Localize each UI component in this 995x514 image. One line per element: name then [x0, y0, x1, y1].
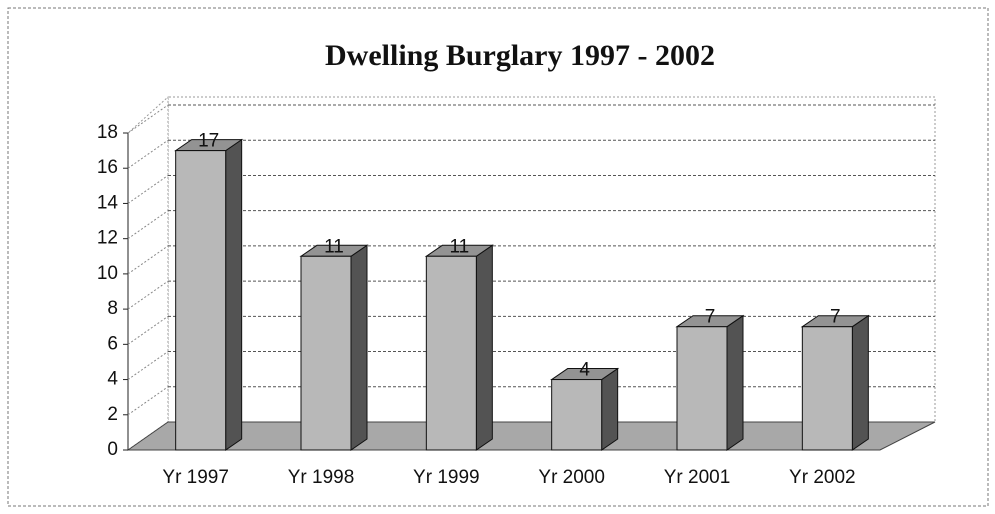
x-tick-label: Yr 2000 [538, 467, 605, 488]
bar-side [726, 314, 744, 451]
bar [551, 379, 603, 451]
bar-side [851, 314, 869, 451]
y-tick-label: 6 [107, 333, 118, 354]
side-wall [127, 95, 169, 451]
data-label: 7 [830, 307, 841, 328]
y-tick-label: 16 [97, 157, 118, 178]
bar [175, 150, 227, 451]
x-tick-label: Yr 1998 [288, 467, 355, 488]
bar [676, 326, 728, 451]
data-label: 11 [449, 236, 469, 257]
grid-line [127, 139, 169, 169]
data-label: 11 [324, 236, 344, 257]
grid-line [127, 210, 169, 240]
grid-line [127, 315, 169, 345]
bar [425, 255, 477, 451]
y-tick-label: 14 [97, 192, 119, 213]
grid-line [127, 245, 169, 275]
y-tick-label: 0 [107, 439, 118, 460]
bar-side [601, 367, 619, 451]
chart-title: Dwelling Burglary 1997 - 2002 [325, 39, 715, 72]
bar-side [225, 138, 243, 451]
bar-side [475, 244, 493, 451]
y-tick-label: 10 [97, 263, 118, 284]
bar [801, 326, 853, 451]
y-tick-label: 12 [97, 228, 118, 249]
data-label: 4 [579, 360, 590, 381]
x-tick-label: Yr 1997 [162, 467, 229, 488]
x-tick-label: Yr 2001 [664, 467, 731, 488]
chart-frame [7, 7, 989, 507]
grid-line [127, 104, 169, 134]
y-tick-label: 4 [107, 369, 118, 390]
y-tick-label: 18 [97, 122, 118, 143]
data-label: 17 [198, 131, 219, 152]
bar [300, 255, 352, 451]
data-label: 7 [705, 307, 716, 328]
grid-line [127, 280, 169, 310]
grid-line [127, 386, 169, 416]
y-tick-label: 2 [107, 404, 118, 425]
grid-line [127, 175, 169, 204]
grid-line [127, 351, 169, 380]
x-tick-label: Yr 2002 [789, 467, 856, 488]
x-tick-label: Yr 1999 [413, 467, 480, 488]
y-tick-label: 8 [107, 298, 118, 319]
bar-side [350, 244, 368, 451]
